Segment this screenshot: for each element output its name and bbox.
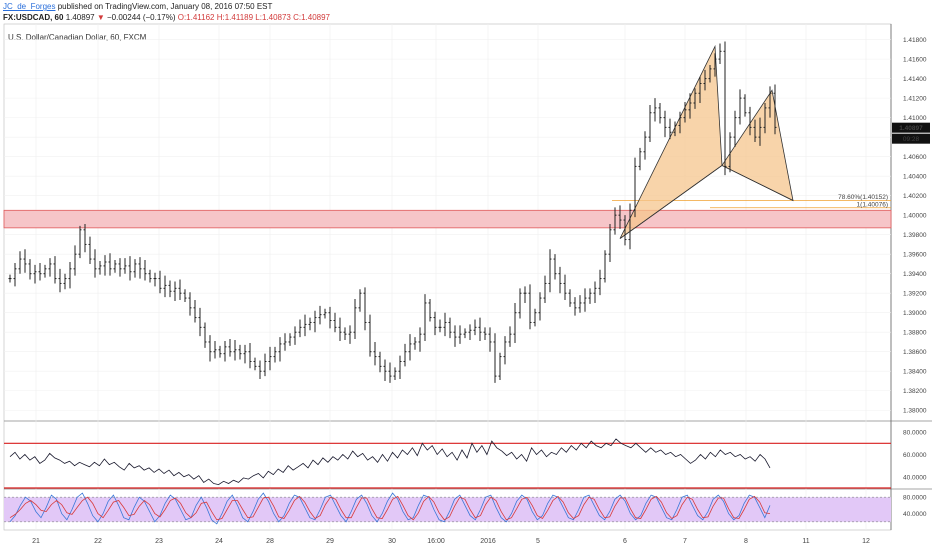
x-tick-label: 30 (388, 538, 396, 545)
price-tick-label: 1.41800 (903, 37, 927, 44)
rsi-tick-label: 60.0000 (903, 452, 927, 459)
price-tick-label: 1.38800 (903, 330, 927, 337)
price-tick-label: 1.40200 (903, 193, 927, 200)
publisher-line: JC_de_Forges published on TradingView.co… (3, 2, 272, 11)
stochastic-tick-label: 80.0000 (903, 495, 927, 502)
symbol-label: FX:USDCAD, 60 (3, 13, 64, 22)
price-tick-label: 1.39600 (903, 252, 927, 259)
rsi-tick-label: 40.0000 (903, 474, 927, 481)
stochastic-k-line (9, 492, 771, 525)
price-tick-label: 1.41600 (903, 57, 927, 64)
price-bars (8, 41, 777, 383)
rsi-tick-label: 80.0000 (903, 430, 927, 437)
fib-level-label: 78.60%(1.40152) (838, 194, 888, 201)
harmonic-bd-leg (721, 165, 794, 201)
price-change: −0.00244 (−0.17%) (107, 13, 176, 22)
x-tick-label: 16:00 (427, 538, 445, 545)
countdown-box (892, 133, 930, 144)
x-tick-label: 7 (683, 538, 687, 545)
countdown-label: 09:28 (903, 136, 920, 143)
chart-title: U.S. Dollar/Canadian Dollar, 60, FXCM (8, 33, 147, 42)
fib-level-label: 1(1.40076) (857, 201, 888, 208)
harmonic-xb-leg (619, 165, 723, 239)
down-arrow-icon: ▼ (96, 13, 105, 22)
plot-frame (3, 23, 892, 531)
resistance-zone (3, 209, 892, 229)
x-tick-label: 29 (326, 538, 334, 545)
x-tick-label: 11 (802, 538, 809, 545)
x-tick-label: 22 (94, 538, 102, 545)
price-tick-label: 1.41400 (903, 76, 927, 83)
x-tick-label: 24 (215, 538, 223, 545)
price-tick-label: 1.40600 (903, 154, 927, 161)
harmonic-bcd-triangle (721, 89, 794, 202)
price-tick-label: 1.40000 (903, 213, 927, 220)
x-tick-label: 28 (266, 538, 274, 545)
price-tick-label: 1.39800 (903, 232, 927, 239)
rsi-line (9, 438, 771, 486)
last-price-box (892, 122, 930, 133)
x-tick-label: 5 (536, 538, 540, 545)
x-tick-label: 21 (32, 538, 40, 545)
ohlc-values: O:1.41162 H:1.41189 L:1.40873 C:1.40897 (177, 13, 331, 22)
stochastic-d-line (9, 495, 771, 521)
x-tick-label: 6 (623, 538, 627, 545)
last-price: 1.40897 (65, 13, 95, 22)
published-text: published on TradingView.com, January 08… (57, 2, 273, 11)
price-tick-label: 1.38200 (903, 388, 927, 395)
x-tick-label: 8 (744, 538, 748, 545)
price-tick-label: 1.38400 (903, 369, 927, 376)
author-link[interactable]: JC_de_Forges (3, 2, 56, 11)
x-tick-label: 12 (862, 538, 870, 545)
price-tick-label: 1.39400 (903, 271, 927, 278)
last-price-label: 1.40897 (899, 125, 923, 132)
x-tick-label: 23 (155, 538, 163, 545)
price-tick-label: 1.38000 (903, 408, 927, 415)
x-tick-label: 2016 (480, 538, 496, 545)
price-tick-label: 1.41200 (903, 96, 927, 103)
symbol-line: FX:USDCAD, 60 1.40897 ▼ −0.00244 (−0.17%… (3, 13, 330, 22)
price-tick-label: 1.40400 (903, 174, 927, 181)
price-tick-label: 1.41000 (903, 115, 927, 122)
price-tick-label: 1.39000 (903, 310, 927, 317)
price-tick-label: 1.38600 (903, 349, 927, 356)
stochastic-tick-label: 40.0000 (903, 511, 927, 518)
price-tick-label: 1.39200 (903, 291, 927, 298)
